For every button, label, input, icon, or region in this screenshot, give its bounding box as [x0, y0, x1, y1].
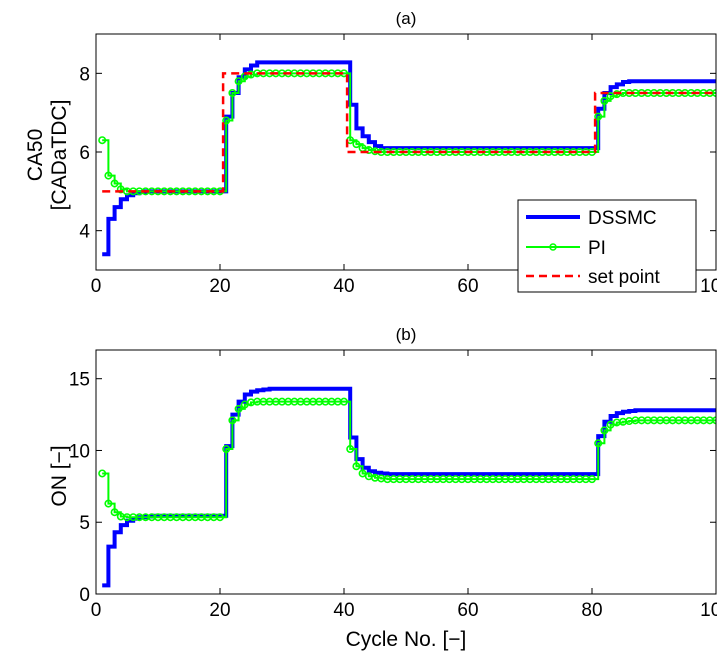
panel-a-point-pi — [98, 136, 107, 145]
panel-b-ytick-label: 0 — [79, 585, 90, 606]
panel-a-title: (a) — [396, 9, 417, 28]
panel-b-point-pi — [346, 445, 355, 454]
panel-b: (b) ON [−] Cycle No. [−] 0 20 40 60 80 100 0 5 1… — [48, 325, 717, 651]
legend-label-set-point: set point — [588, 267, 661, 288]
panel-b-point-pi — [352, 462, 361, 471]
panel-a-point-pi — [594, 112, 603, 121]
panel-a-ylabel-line-1: CA50 — [24, 129, 47, 182]
legend-marker-pi — [549, 243, 557, 251]
panel-b-point-pi — [339, 397, 348, 406]
panel-b-ytick-label: 10 — [69, 441, 90, 462]
panel-a-point-pi — [352, 140, 361, 149]
panel-b-axes: 0 20 40 60 80 100 0 5 10 15 — [69, 349, 717, 621]
panel-b-plot-frame — [95, 349, 717, 595]
panel-b-xtick-label: 100 — [700, 600, 717, 621]
panel-a-series — [98, 60, 716, 257]
panel-b-point-pi — [104, 499, 113, 508]
panel-b-xtick-label: 80 — [581, 600, 602, 621]
legend-label-dssmc: DSSMC — [588, 208, 657, 229]
panel-a-ytick-label: 6 — [79, 143, 90, 164]
panel-b-point-pi — [594, 439, 603, 448]
panel-b-xtick-label: 0 — [91, 600, 102, 621]
panel-a-point-pi — [234, 77, 243, 86]
panel-b-ylabel: ON [−] — [48, 445, 71, 506]
panel-b-point-pi — [98, 469, 107, 478]
panel-b-xtick-label: 40 — [333, 600, 354, 621]
panel-a-point-pi — [104, 171, 113, 180]
panel-b-point-pi — [234, 404, 243, 413]
panel-a-xtick-label: 40 — [333, 276, 354, 297]
panel-b-xtick-label: 60 — [457, 600, 478, 621]
panel-b-ytick-label: 15 — [69, 370, 90, 391]
panel-b-ytick-label: 5 — [79, 513, 90, 534]
legend: DSSMC PI set point — [517, 199, 697, 293]
panel-a-point-pi — [222, 116, 231, 125]
panel-a: (a) CA50 [CADaTDC] 020406080100468 DSSMC… — [24, 9, 717, 297]
panel-b-point-pi — [587, 475, 596, 484]
panel-b-point-pi — [110, 508, 119, 517]
panel-a-ylabel-line-2: [CADaTDC] — [48, 100, 71, 211]
panel-b-point-pi — [222, 445, 231, 454]
panel-b-title: (b) — [396, 325, 417, 344]
panel-a-xtick-label: 100 — [700, 276, 717, 297]
panel-a-xtick-label: 20 — [209, 276, 230, 297]
panel-b-series — [98, 386, 716, 588]
panel-a-point-pi — [600, 96, 609, 105]
panel-a-xtick-label: 0 — [91, 276, 102, 297]
panel-b-point-pi — [228, 416, 237, 425]
panel-b-point-pi — [358, 469, 367, 478]
panel-a-ytick-label: 4 — [79, 222, 90, 243]
panel-b-point-pi — [600, 426, 609, 435]
panel-a-ytick-label: 8 — [79, 64, 90, 85]
panel-b-xtick-label: 20 — [209, 600, 230, 621]
legend-label-pi: PI — [588, 238, 606, 259]
panel-a-point-pi — [110, 179, 119, 188]
panel-a-xtick-label: 60 — [457, 276, 478, 297]
panel-b-point-pi — [216, 513, 225, 522]
panel-a-point-pi — [228, 89, 237, 98]
panel-b-xlabel: Cycle No. [−] — [346, 628, 467, 651]
